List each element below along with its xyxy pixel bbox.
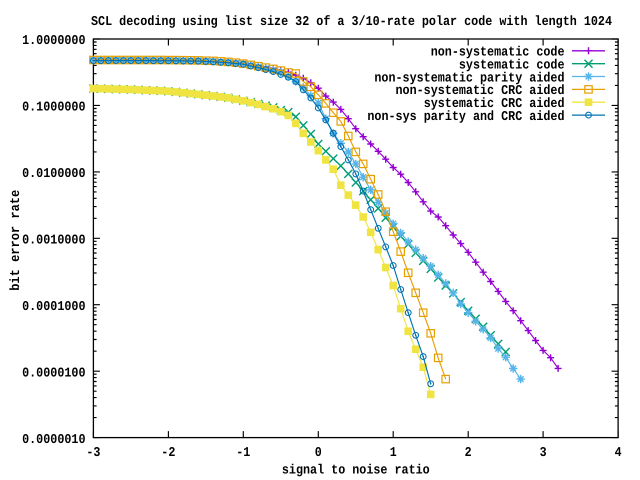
svg-text:0.0001000: 0.0001000 — [22, 300, 85, 315]
svg-text:0.1000000: 0.1000000 — [22, 101, 85, 116]
svg-text:systematic CRC aided: systematic CRC aided — [424, 97, 565, 112]
svg-text:2: 2 — [465, 446, 472, 461]
svg-text:systematic code: systematic code — [459, 58, 565, 73]
svg-text:0: 0 — [315, 446, 322, 461]
svg-text:1: 1 — [390, 446, 397, 461]
svg-text:signal to noise ratio: signal to noise ratio — [282, 464, 430, 479]
svg-text:4: 4 — [615, 446, 622, 461]
svg-text:SCL decoding using list size 3: SCL decoding using list size 32 of a 3/1… — [91, 15, 612, 30]
svg-text:-2: -2 — [161, 446, 175, 461]
svg-text:0.0100000: 0.0100000 — [22, 167, 85, 182]
svg-text:non-systematic code: non-systematic code — [431, 46, 565, 61]
svg-text:3: 3 — [540, 446, 547, 461]
svg-text:non-sys parity and CRC aided: non-sys parity and CRC aided — [367, 110, 564, 125]
svg-text:-3: -3 — [86, 446, 100, 461]
svg-text:-1: -1 — [236, 446, 250, 461]
svg-text:bit error rate: bit error rate — [9, 190, 24, 291]
svg-text:0.0000010: 0.0000010 — [22, 433, 85, 448]
svg-text:0.0000100: 0.0000100 — [22, 366, 85, 381]
svg-text:non-systematic CRC aided: non-systematic CRC aided — [396, 84, 565, 99]
svg-text:0.0010000: 0.0010000 — [22, 234, 85, 249]
svg-text:1.0000000: 1.0000000 — [22, 34, 85, 49]
svg-text:non-systematic parity aided: non-systematic parity aided — [374, 71, 564, 86]
